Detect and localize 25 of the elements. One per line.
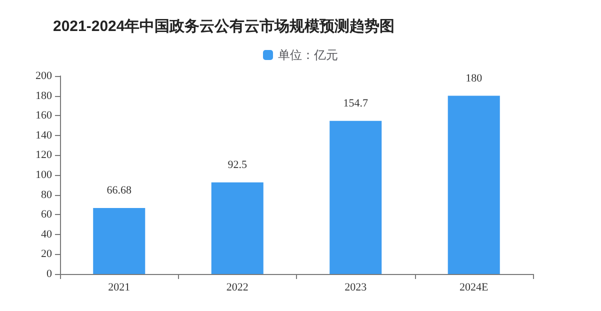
bar xyxy=(93,208,146,274)
bar xyxy=(330,120,382,274)
legend-label: 单位：亿元 xyxy=(278,48,338,62)
x-tick-label: 2024E xyxy=(460,282,489,294)
data-label: 154.7 xyxy=(343,97,368,110)
x-tick-label: 2021 xyxy=(108,282,130,294)
bar xyxy=(448,96,500,274)
y-tick-label: 140 xyxy=(36,129,52,142)
y-tick-label: 200 xyxy=(36,70,52,82)
y-tick-label: 120 xyxy=(36,149,52,162)
y-tick-label: 0 xyxy=(46,268,52,280)
y-tick-label: 40 xyxy=(41,228,52,240)
y-tick-label: 100 xyxy=(36,169,52,181)
x-tick-label: 2022 xyxy=(226,282,248,294)
y-tick-label: 20 xyxy=(41,248,52,260)
y-tick-label: 60 xyxy=(41,208,52,221)
x-tick-label: 2023 xyxy=(344,282,368,294)
y-tick-label: 80 xyxy=(41,188,52,201)
chart-title: 2021-2024年中国政务云公有云市场规模预测趋势图 xyxy=(53,17,395,35)
y-tick-label: 180 xyxy=(36,90,52,102)
y-tick-label: 160 xyxy=(36,110,52,122)
bar xyxy=(211,182,264,274)
data-label: 180 xyxy=(466,72,483,84)
data-label: 92.5 xyxy=(228,158,248,171)
data-label: 66.68 xyxy=(106,184,132,196)
